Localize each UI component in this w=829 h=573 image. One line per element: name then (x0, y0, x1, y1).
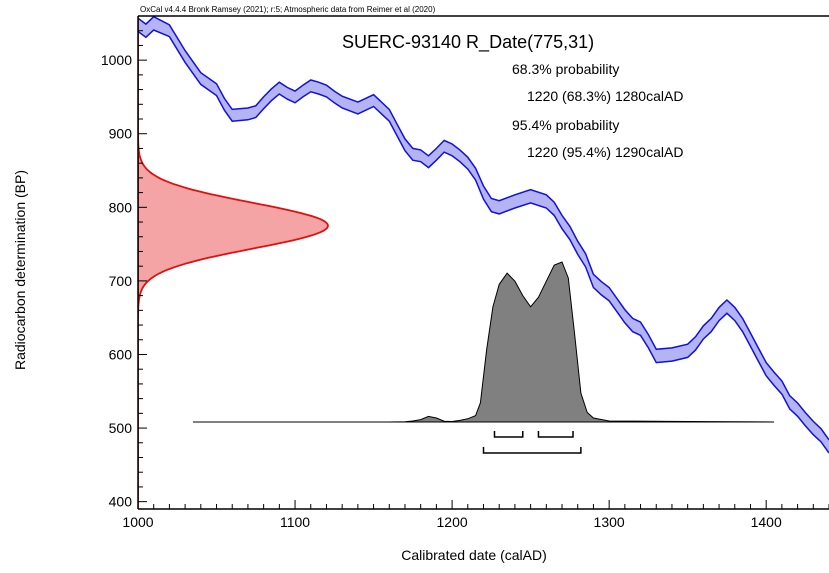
probability-ranges (482, 431, 582, 454)
annotation-2sigma-heading: 95.4% probability (512, 117, 619, 133)
x-tick-label: 1300 (594, 514, 625, 530)
x-axis-title: Calibrated date (calAD) (401, 547, 547, 563)
plot-area (138, 16, 829, 509)
x-tick-label: 1000 (122, 514, 153, 530)
credit-line: OxCal v4.4.4 Bronk Ramsey (2021); r:5; A… (140, 5, 436, 14)
y-tick-label: 800 (109, 199, 133, 215)
y-tick-label: 500 (109, 420, 133, 436)
annotation-2sigma-range: 1220 (95.4%) 1290calAD (527, 144, 683, 160)
probability-annotations: 68.3% probability 1220 (68.3%) 1280calAD… (512, 61, 683, 160)
range-bracket-68 (537, 431, 574, 438)
y-axis-title: Radiocarbon determination (BP) (12, 170, 28, 370)
x-axis-ticks: 1000 1100 1200 1300 1400 (122, 500, 829, 530)
y-tick-label: 400 (109, 494, 133, 510)
y-tick-label: 900 (109, 126, 133, 142)
radiocarbon-distribution (138, 16, 329, 509)
annotation-1sigma-range: 1220 (68.3%) 1280calAD (527, 88, 683, 104)
x-tick-label: 1100 (280, 514, 310, 530)
calibration-curve-upper-line (138, 16, 829, 441)
y-tick-label: 600 (109, 346, 133, 362)
x-tick-label: 1200 (437, 514, 468, 530)
annotation-1sigma-heading: 68.3% probability (512, 61, 619, 77)
posterior-distribution (192, 261, 775, 423)
y-tick-label: 1000 (101, 52, 132, 68)
chart-title: SUERC-93140 R_Date(775,31) (342, 32, 594, 53)
range-bracket-95 (482, 447, 582, 454)
range-bracket-68 (493, 431, 524, 438)
y-tick-label: 700 (109, 273, 133, 289)
calibration-curve-lower-line (138, 29, 829, 454)
y-axis-ticks: 400 500 600 700 800 900 1000 (101, 15, 147, 510)
x-tick-label: 1400 (751, 514, 782, 530)
